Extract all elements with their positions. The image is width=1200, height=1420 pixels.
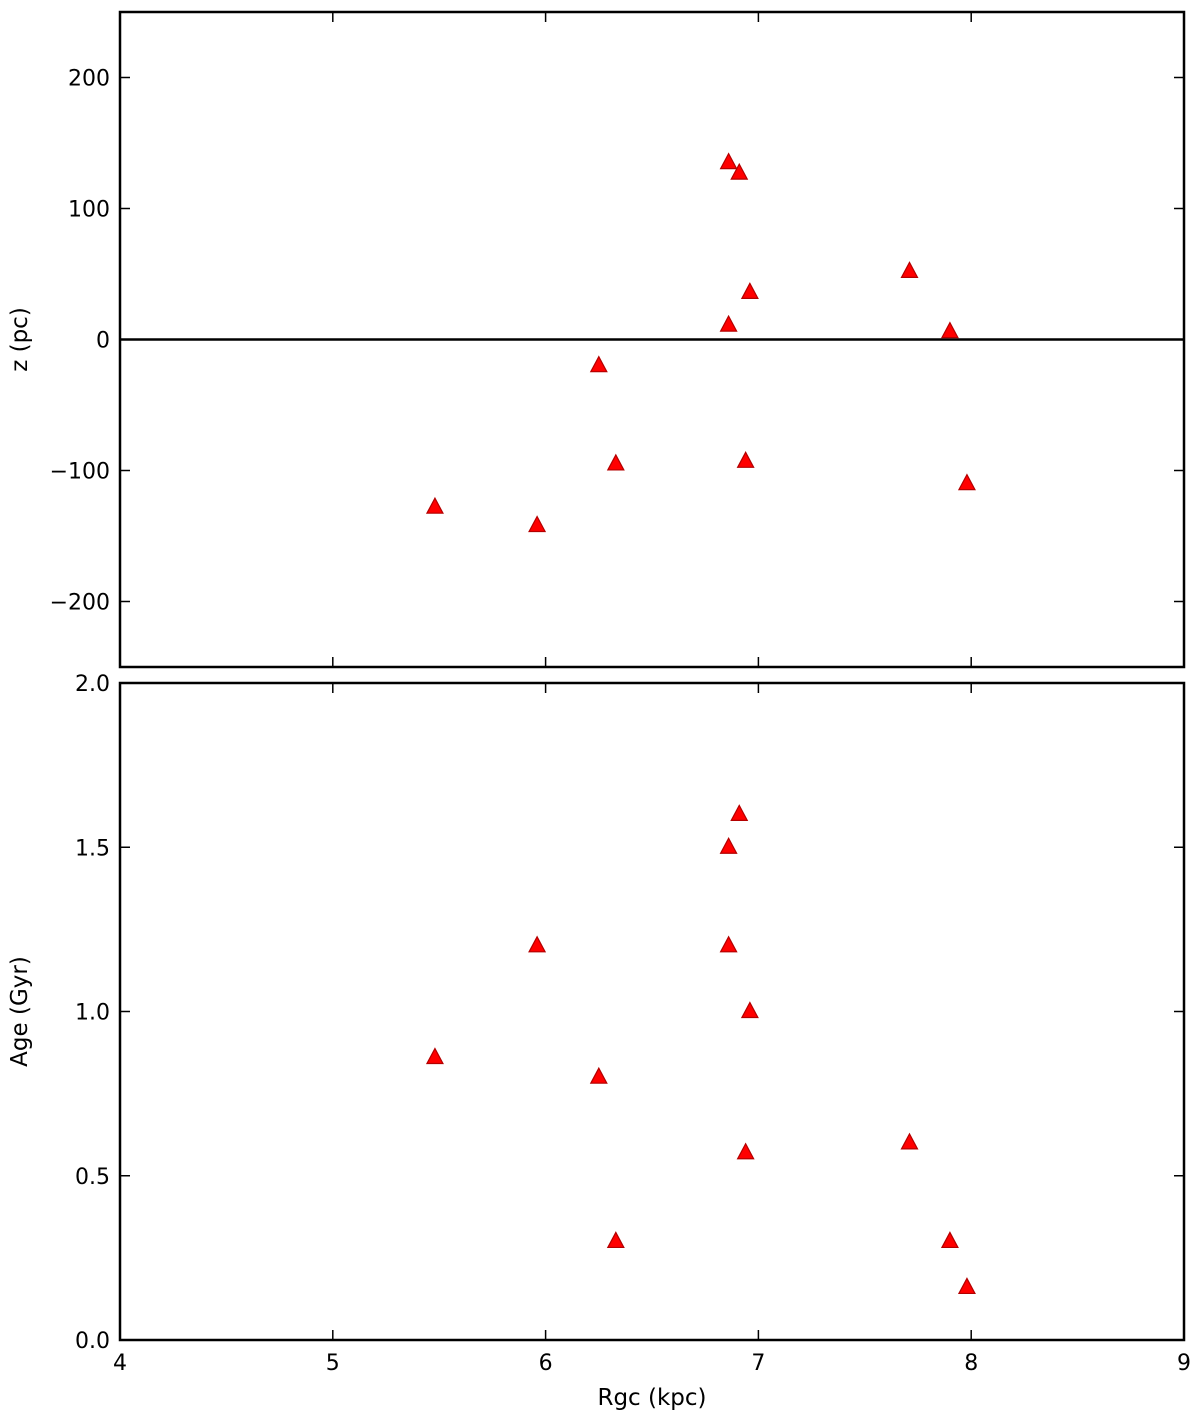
y-tick-label: 100 [68,198,110,223]
x-tick-label: 8 [964,1351,978,1376]
data-point-triangle [528,935,547,953]
data-point-triangle [730,804,749,822]
data-point-triangle [957,473,976,491]
x-tick-label: 7 [751,1351,765,1376]
data-point-triangle [719,152,738,170]
y-axis-label: z (pc) [7,307,33,372]
data-point-triangle [740,282,759,299]
y-tick-label: −100 [50,460,110,485]
x-axis-label: Rgc (kpc) [597,1385,706,1411]
data-point-triangle [719,314,738,332]
y-tick-label: 200 [68,67,110,92]
bottom-panel: 4 5 6 7 8 9 0.0 0.5 1.0 1.5 2.0 Age (Gyr) Rgc (kpc) [7,672,1191,1411]
data-point-triangle [900,1132,919,1150]
data-point-triangle [740,1001,759,1019]
y-tick-label: 0.0 [75,1329,110,1354]
top-panel: −200 −100 0 100 200 z (pc) [7,10,1186,669]
y-tick-label: 0 [96,329,110,354]
data-point-triangle [606,1231,625,1249]
x-tick-label: 6 [539,1351,553,1376]
data-point-triangle [589,355,608,373]
data-point-triangle [940,321,959,339]
data-point-triangle [730,162,749,180]
data-point-triangle [425,496,444,514]
data-point-triangle [425,1047,444,1065]
data-point-triangle [528,515,547,533]
x-tick-label: 4 [113,1351,127,1376]
data-point-triangle [589,1066,608,1084]
y-tick-label: 2.0 [75,672,110,697]
y-tick-label: 1.5 [75,836,110,861]
y-axis-label: Age (Gyr) [7,956,33,1067]
y-tick-label: 1.0 [75,1001,110,1026]
data-point-triangle [940,1231,959,1249]
y-tick-label: −200 [50,591,110,616]
data-point-triangle [736,1142,755,1160]
data-point-triangle [719,836,738,854]
x-tick-label: 9 [1177,1351,1191,1376]
data-point-triangle [606,453,625,471]
plot-frame [118,681,1186,1342]
data-point-triangle [719,935,738,953]
x-tick-label: 5 [326,1351,340,1376]
data-point-triangle [957,1277,976,1295]
data-point-triangle [736,451,755,468]
y-tick-label: 0.5 [75,1165,110,1190]
data-point-triangle [900,261,919,278]
